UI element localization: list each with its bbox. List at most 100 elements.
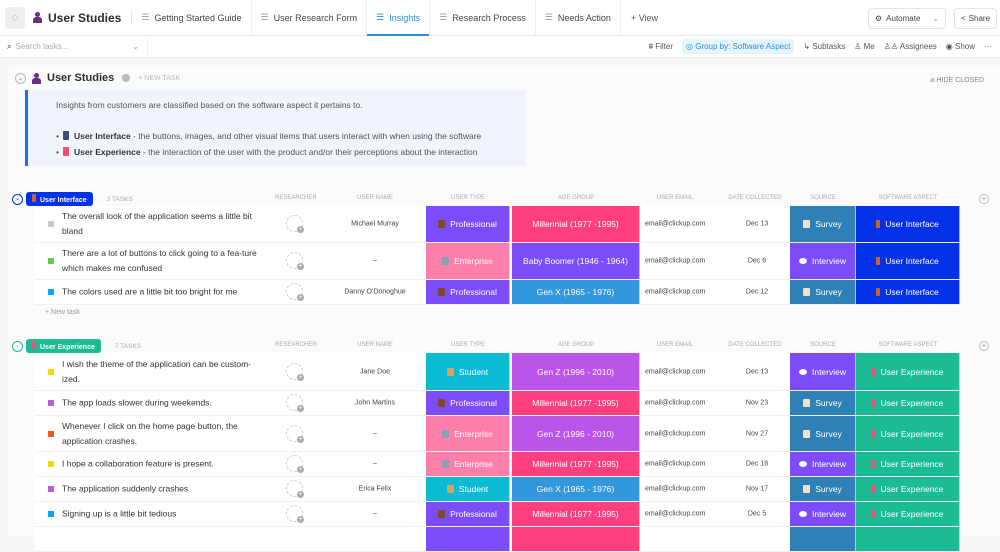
task-title[interactable]: Whenever I click on the home page button… [62, 420, 238, 446]
source-cell[interactable]: Survey [790, 280, 856, 304]
date-collected[interactable]: Dec 18 [745, 460, 769, 468]
add-researcher-icon[interactable] [286, 362, 304, 381]
user-email[interactable]: email@clickup.com [645, 460, 706, 468]
user-name[interactable]: – [373, 257, 377, 265]
column-header[interactable]: SOFTWARE ASPECT [878, 342, 938, 348]
source-cell[interactable]: Survey [790, 391, 856, 415]
table-row[interactable]: I hope a collaboration feature is presen… [35, 452, 960, 477]
user-email[interactable]: email@clickup.com [645, 510, 706, 518]
user-name[interactable]: – [373, 510, 377, 518]
status-indicator[interactable] [48, 511, 54, 517]
group-by-button[interactable]: ◎ Group by: Software Aspect [681, 39, 795, 54]
software-aspect-cell[interactable]: User Interface [856, 206, 960, 242]
add-researcher-icon[interactable] [286, 480, 304, 498]
table-row[interactable]: Whenever I click on the home page button… [35, 416, 960, 452]
user-email[interactable]: email@clickup.com [645, 430, 706, 437]
user-type-cell[interactable]: Professional [426, 391, 510, 415]
user-email[interactable]: email@clickup.com [645, 220, 706, 228]
source-cell[interactable]: Interview [790, 452, 856, 476]
software-aspect-cell[interactable]: User Experience [856, 502, 960, 526]
add-researcher-icon[interactable] [286, 215, 304, 233]
user-name[interactable]: Danny O'Donoghue [344, 288, 406, 296]
space-settings-icon[interactable]: ◌ [5, 6, 25, 29]
tab-needs-action[interactable]: ☰ Needs Action [536, 0, 621, 36]
column-header[interactable]: RESEARCHER [275, 342, 317, 348]
date-collected[interactable]: Dec 13 [745, 368, 769, 375]
column-header[interactable]: SOFTWARE ASPECT [878, 195, 938, 201]
group-collapse-toggle[interactable]: ⌄ [12, 340, 23, 352]
group-collapse-toggle[interactable]: ⌄ [12, 193, 23, 205]
task-title[interactable]: There are a lot of buttons to click goin… [62, 248, 257, 273]
share-button[interactable]: < Share [954, 8, 998, 29]
source-cell[interactable]: Survey [790, 416, 856, 451]
filter-button[interactable]: ⩩ Filter [648, 41, 673, 51]
age-group-cell[interactable]: Millennial (1977 -1995) [512, 206, 640, 242]
tab-research-process[interactable]: ☰ Research Process [430, 0, 536, 36]
user-name[interactable]: Erica Felix [358, 485, 392, 493]
status-indicator[interactable] [48, 400, 54, 406]
user-type-cell[interactable]: Professional [426, 206, 510, 242]
age-group-cell[interactable]: Millennial (1977 -1995) [512, 391, 640, 415]
source-cell[interactable]: Survey [790, 477, 856, 501]
more-button[interactable]: ··· [984, 42, 992, 51]
table-row[interactable]: I wish the theme of the application can … [35, 353, 960, 391]
status-indicator[interactable] [48, 258, 54, 264]
software-aspect-cell[interactable]: User Experience [856, 391, 960, 415]
software-aspect-cell[interactable]: User Interface [856, 243, 960, 279]
add-researcher-icon[interactable] [286, 455, 304, 473]
new-task-button[interactable]: + New task [45, 309, 80, 316]
column-header[interactable]: USER EMAIL [656, 195, 694, 201]
task-title[interactable]: The colors used are a little bit too bri… [62, 286, 238, 297]
source-cell[interactable]: Interview [790, 353, 856, 390]
table-row[interactable]: The overall look of the application seem… [35, 206, 960, 243]
subtasks-button[interactable]: ↳ Subtasks [803, 42, 846, 51]
user-type-cell[interactable]: Student [426, 353, 510, 390]
column-header[interactable]: USER TYPE [451, 195, 485, 201]
user-type-cell[interactable]: Enterprise [426, 452, 510, 476]
status-indicator[interactable] [48, 368, 54, 375]
user-email[interactable]: email@clickup.com [645, 399, 706, 407]
show-button[interactable]: ◉ Show [945, 42, 975, 51]
source-cell[interactable]: Survey [790, 206, 856, 242]
source-cell[interactable]: Interview [790, 243, 856, 279]
task-title[interactable]: The overall look of the application seem… [62, 211, 252, 236]
table-row[interactable]: Signing up is a little bit tedious – Pro… [35, 502, 960, 527]
add-researcher-icon[interactable] [286, 283, 304, 301]
date-collected[interactable]: Dec 12 [745, 288, 769, 296]
hide-closed-button[interactable]: ⌀ HIDE CLOSED [930, 77, 984, 84]
column-header[interactable]: USER TYPE [451, 342, 485, 348]
user-type-cell[interactable] [426, 527, 510, 551]
user-name[interactable]: – [373, 460, 377, 468]
age-group-cell[interactable]: Gen X (1965 - 1976) [512, 280, 640, 304]
user-name[interactable]: – [373, 430, 377, 437]
software-aspect-cell[interactable]: User Experience [856, 353, 960, 390]
user-type-cell[interactable]: Enterprise [426, 243, 510, 279]
collapse-toggle[interactable]: ⌄ [15, 72, 26, 84]
me-button[interactable]: ♙ Me [854, 42, 875, 51]
tab-user-research-form[interactable]: ☰ User Research Form [252, 0, 368, 36]
table-row[interactable]: The app loads slower during weekends. Jo… [35, 391, 960, 416]
source-cell[interactable] [790, 527, 856, 551]
date-collected[interactable]: Dec 6 [747, 257, 767, 265]
age-group-cell[interactable]: Millennial (1977 -1995) [512, 502, 640, 526]
user-name[interactable]: John Martins [354, 399, 396, 407]
tab-insights[interactable]: ☰ Insights [367, 0, 431, 36]
software-aspect-cell[interactable] [856, 527, 960, 551]
user-email[interactable]: email@clickup.com [645, 288, 706, 296]
user-type-cell[interactable]: Professional [426, 502, 510, 526]
column-header[interactable]: USER NAME [357, 195, 393, 201]
add-researcher-icon[interactable] [286, 252, 304, 270]
task-title[interactable]: Signing up is a little bit tedious [62, 508, 177, 519]
date-collected[interactable]: Dec 5 [747, 510, 767, 518]
user-type-cell[interactable]: Professional [426, 280, 510, 304]
age-group-cell[interactable]: Gen Z (1996 - 2010) [512, 353, 640, 390]
column-header[interactable]: AGE GROUP [557, 195, 595, 201]
add-researcher-icon[interactable] [286, 424, 304, 443]
source-cell[interactable]: Interview [790, 502, 856, 526]
add-researcher-icon[interactable] [286, 505, 304, 523]
assignees-button[interactable]: ♙♙ Assignees [883, 42, 937, 51]
table-row[interactable]: The application suddenly crashes Erica F… [35, 477, 960, 502]
user-email[interactable]: email@clickup.com [645, 485, 706, 493]
software-aspect-cell[interactable]: User Experience [856, 452, 960, 476]
software-aspect-cell[interactable]: User Experience [856, 416, 960, 451]
